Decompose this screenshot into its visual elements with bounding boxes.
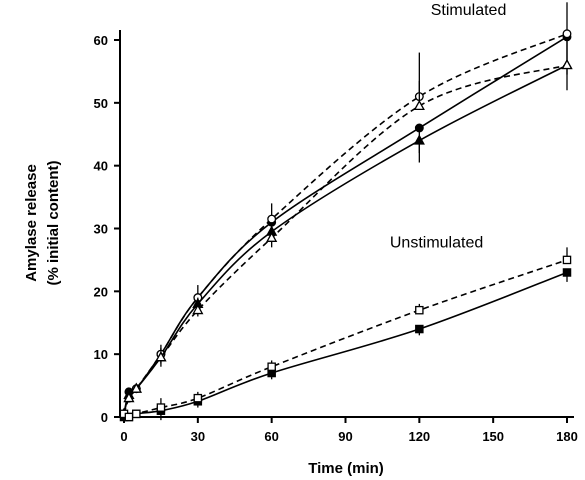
x-tick-label: 120 xyxy=(408,429,430,444)
series-filled-triangle xyxy=(118,58,573,418)
x-tick-label: 0 xyxy=(120,429,127,444)
x-tick-label: 60 xyxy=(264,429,278,444)
y-axis-title-line2: (% initial content) xyxy=(45,161,62,286)
data-point-open-triangle xyxy=(192,304,204,315)
y-tick-label: 20 xyxy=(94,284,108,299)
series-open-square xyxy=(119,247,572,422)
ticks: 0 30 60 90 120 150 180 0 10 20 30 40 50 60 xyxy=(94,33,578,444)
data-point-open-triangle xyxy=(130,382,142,393)
series-layer xyxy=(118,2,573,422)
x-tick-label: 180 xyxy=(556,429,578,444)
annotation-label: Stimulated xyxy=(431,2,507,19)
y-tick-label: 0 xyxy=(101,410,108,425)
y-tick-label: 10 xyxy=(94,347,108,362)
series-line xyxy=(123,36,568,415)
series-line xyxy=(123,32,568,415)
annotations: Stimulated Unstimulated xyxy=(390,2,506,251)
data-point-open-square xyxy=(562,255,572,265)
y-tick-label: 40 xyxy=(94,159,108,174)
data-point-open-triangle xyxy=(413,99,425,111)
data-point-open-square xyxy=(415,305,424,315)
data-point-open-triangle xyxy=(266,231,278,242)
data-point-open-circle xyxy=(562,29,572,39)
data-point-open-square xyxy=(267,362,276,371)
data-point-open-square xyxy=(193,393,203,403)
x-axis-title: Time (min) xyxy=(308,460,384,477)
data-point-open-square xyxy=(124,412,134,422)
series-line xyxy=(123,271,568,419)
axes xyxy=(119,30,574,418)
series-open-triangle xyxy=(118,40,573,418)
y-tick-label: 30 xyxy=(94,222,108,237)
series-filled-circle xyxy=(119,32,572,419)
annotation-label: Unstimulated xyxy=(390,234,483,251)
data-point-open-circle xyxy=(267,214,277,224)
data-point-open-triangle xyxy=(561,58,573,70)
data-point-open-square xyxy=(156,403,166,412)
data-point-open-triangle xyxy=(123,391,135,403)
series-line xyxy=(123,259,568,418)
series-line xyxy=(123,64,568,415)
data-point-filled-square xyxy=(415,324,424,334)
data-point-open-square xyxy=(132,409,141,419)
series-open-circle xyxy=(119,2,572,419)
x-tick-label: 90 xyxy=(338,429,352,444)
data-point-filled-triangle xyxy=(413,134,425,145)
y-tick-label: 60 xyxy=(94,33,108,48)
y-tick-label: 50 xyxy=(94,96,108,111)
series-filled-square xyxy=(119,268,572,422)
data-point-filled-square xyxy=(562,268,572,277)
series-line xyxy=(123,64,568,415)
x-tick-label: 30 xyxy=(191,429,205,444)
data-point-filled-circle xyxy=(414,123,424,133)
data-point-open-triangle xyxy=(155,351,167,362)
x-tick-label: 150 xyxy=(482,429,504,444)
y-axis-title-line1: Amylase release xyxy=(23,164,40,282)
